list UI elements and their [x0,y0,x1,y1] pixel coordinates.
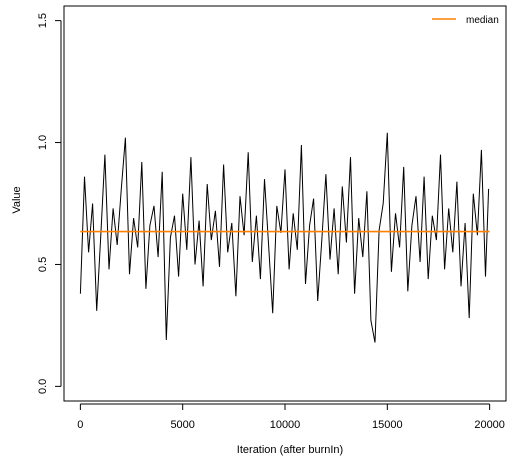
x-tick-label: 10000 [270,419,301,431]
legend-label-median: median [466,15,499,26]
y-axis: 0.0 0.5 1.0 1.5 [37,13,62,394]
legend: median [432,15,499,26]
x-tick-label: 5000 [170,419,194,431]
y-tick-label: 1.0 [37,135,49,150]
trace-line [79,132,490,343]
x-tick-label: 15000 [372,419,403,431]
x-tick-label: 0 [77,419,83,431]
y-axis-title: Value [11,186,23,213]
x-axis-title: Iteration (after burnIn) [237,444,343,456]
y-tick-label: 0.5 [37,257,49,272]
x-tick-label: 20000 [474,419,505,431]
x-axis: 0 5000 10000 15000 20000 [77,403,505,431]
y-tick-label: 1.5 [37,13,49,28]
y-tick-label: 0.0 [37,379,49,394]
plot-box [63,5,507,402]
